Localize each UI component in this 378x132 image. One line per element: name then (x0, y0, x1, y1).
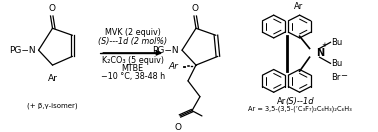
Text: (S)-‑1d: (S)-‑1d (285, 97, 314, 106)
Text: Bu: Bu (332, 59, 343, 68)
Text: (S)-‑‑1d (2 mol%): (S)-‑‑1d (2 mol%) (98, 37, 167, 46)
Text: +: + (322, 43, 327, 48)
Text: O: O (48, 4, 55, 13)
Text: MTBE: MTBE (122, 64, 144, 73)
Text: Ar: Ar (48, 74, 57, 83)
Text: PG−N: PG−N (152, 46, 179, 55)
Text: Ar: Ar (294, 2, 303, 11)
Text: Ar: Ar (277, 97, 286, 106)
Text: K₂CO₃ (5 equiv): K₂CO₃ (5 equiv) (102, 56, 164, 65)
Text: Bu: Bu (332, 38, 343, 47)
Text: PG−N: PG−N (9, 46, 36, 55)
Text: N: N (316, 48, 325, 58)
Text: Br: Br (332, 73, 341, 82)
Text: O: O (175, 123, 181, 132)
Text: −: − (341, 71, 347, 80)
Text: (+ β,γ-isomer): (+ β,γ-isomer) (27, 102, 78, 109)
Text: O: O (192, 4, 198, 13)
Text: Ar: Ar (168, 62, 178, 71)
Text: Ar = 3,5-(3,5-(’C₃F₇)₂C₆H₃)₂C₆H₃: Ar = 3,5-(3,5-(’C₃F₇)₂C₆H₃)₂C₆H₃ (248, 105, 352, 112)
Text: −10 °C, 38-48 h: −10 °C, 38-48 h (101, 72, 165, 81)
Text: MVK (2 equiv): MVK (2 equiv) (105, 28, 161, 37)
